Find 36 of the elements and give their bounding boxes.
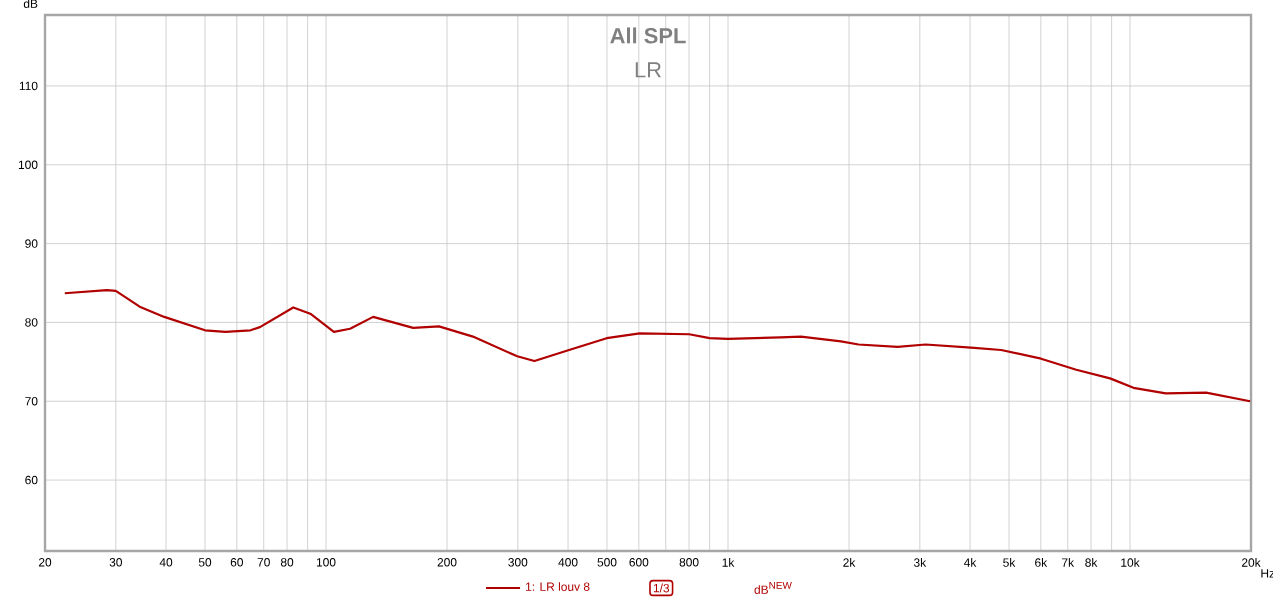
x-tick-label: 30 — [109, 558, 122, 567]
x-tick-label: 50 — [198, 558, 212, 567]
x-tick-label: 5k — [1003, 558, 1016, 567]
x-tick-label: 500 — [597, 558, 617, 567]
x-tick-label: 60 — [230, 558, 244, 567]
legend-label: 1: LR louv 8 — [526, 582, 590, 591]
x-tick-label: 6k — [1035, 558, 1048, 567]
x-tick-label: 70 — [257, 558, 270, 567]
y-tick-label: 60 — [25, 475, 38, 485]
x-tick-label: 800 — [679, 558, 699, 567]
text: 1/3 — [653, 583, 670, 593]
x-tick-label: 10k — [1121, 558, 1140, 567]
x-tick-label: 600 — [629, 558, 649, 567]
y-tick-label: 110 — [19, 81, 38, 91]
x-tick-label: 40 — [159, 558, 173, 567]
y-tick-label: 80 — [25, 318, 38, 327]
text: dB$^{NEW}$ — [754, 582, 792, 594]
x-tick-label: 200 — [437, 558, 457, 567]
x-tick-label: 100 — [316, 558, 336, 567]
y-axis-title: dB — [23, 0, 38, 8]
y-tick-label: 70 — [25, 397, 38, 406]
chart-title: All SPL — [610, 27, 686, 44]
text: LR — [635, 62, 661, 78]
x-tick-label: 2k — [843, 558, 856, 567]
x-tick-label: 1k — [722, 558, 735, 567]
y-tick-label: 100 — [18, 160, 38, 170]
x-tick-label: 7k — [1062, 558, 1075, 567]
x-tick-label: 4k — [964, 558, 977, 567]
x-tick-label: 20 — [38, 558, 52, 567]
x-tick-label: 80 — [280, 558, 294, 567]
x-tick-label: 300 — [508, 558, 528, 567]
x-tick-label: 400 — [558, 558, 578, 567]
x-tick-label: 8k — [1085, 558, 1098, 567]
x-tick-label: 3k — [913, 558, 927, 567]
y-tick-label: 90 — [25, 239, 38, 248]
x-tick-label: 20k — [1241, 558, 1261, 567]
